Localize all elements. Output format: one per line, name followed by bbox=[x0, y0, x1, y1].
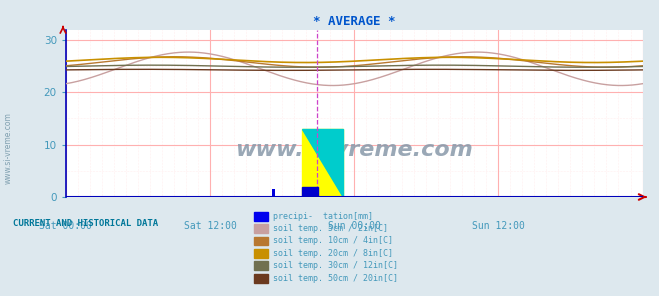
Polygon shape bbox=[302, 129, 343, 197]
Text: precipi-  tation[mm]: precipi- tation[mm] bbox=[273, 212, 374, 221]
Text: soil temp. 10cm / 4in[C]: soil temp. 10cm / 4in[C] bbox=[273, 237, 393, 245]
Text: CURRENT AND HISTORICAL DATA: CURRENT AND HISTORICAL DATA bbox=[13, 219, 158, 228]
Text: Sat 12:00: Sat 12:00 bbox=[184, 221, 237, 231]
Text: Sun 00:00: Sun 00:00 bbox=[328, 221, 381, 231]
Text: Sun 12:00: Sun 12:00 bbox=[472, 221, 525, 231]
Text: www.si-vreme.com: www.si-vreme.com bbox=[3, 112, 13, 184]
Text: soil temp. 50cm / 20in[C]: soil temp. 50cm / 20in[C] bbox=[273, 274, 399, 283]
Text: soil temp. 20cm / 8in[C]: soil temp. 20cm / 8in[C] bbox=[273, 249, 393, 258]
Text: soil temp. 30cm / 12in[C]: soil temp. 30cm / 12in[C] bbox=[273, 261, 399, 270]
Text: www.si-vreme.com: www.si-vreme.com bbox=[235, 140, 473, 160]
Text: soil temp. 5cm / 2in[C]: soil temp. 5cm / 2in[C] bbox=[273, 224, 389, 233]
Bar bbox=[302, 129, 343, 197]
Bar bbox=[272, 189, 275, 197]
Title: * AVERAGE *: * AVERAGE * bbox=[313, 15, 395, 28]
Text: Sat 00:00: Sat 00:00 bbox=[40, 221, 92, 231]
Bar bbox=[302, 187, 318, 197]
